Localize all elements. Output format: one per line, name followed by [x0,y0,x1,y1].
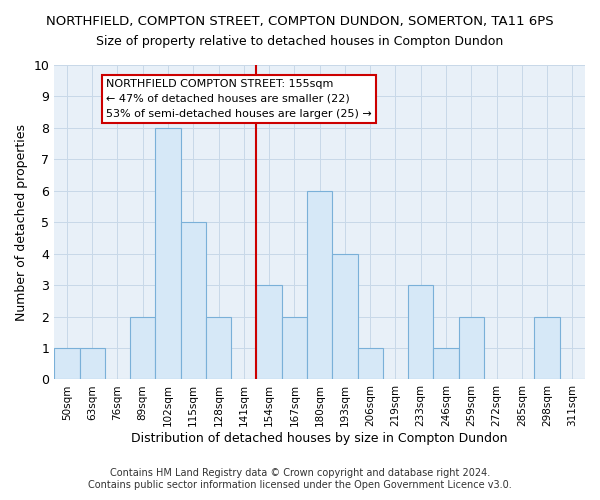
Bar [282,316,307,380]
Text: NORTHFIELD COMPTON STREET: 155sqm
← 47% of detached houses are smaller (22)
53% : NORTHFIELD COMPTON STREET: 155sqm ← 47% … [106,79,372,119]
Text: NORTHFIELD, COMPTON STREET, COMPTON DUNDON, SOMERTON, TA11 6PS: NORTHFIELD, COMPTON STREET, COMPTON DUND… [46,15,554,28]
Y-axis label: Number of detached properties: Number of detached properties [15,124,28,320]
Bar [433,348,458,380]
Text: Contains HM Land Registry data © Crown copyright and database right 2024.
Contai: Contains HM Land Registry data © Crown c… [88,468,512,490]
Bar [332,254,358,380]
Bar [408,285,433,380]
Bar [80,348,105,380]
Bar [307,191,332,380]
Bar [54,348,80,380]
Bar [256,285,282,380]
Bar [155,128,181,380]
Bar [206,316,231,380]
X-axis label: Distribution of detached houses by size in Compton Dundon: Distribution of detached houses by size … [131,432,508,445]
Bar [458,316,484,380]
Bar [130,316,155,380]
Bar [535,316,560,380]
Bar [181,222,206,380]
Bar [358,348,383,380]
Text: Size of property relative to detached houses in Compton Dundon: Size of property relative to detached ho… [97,35,503,48]
